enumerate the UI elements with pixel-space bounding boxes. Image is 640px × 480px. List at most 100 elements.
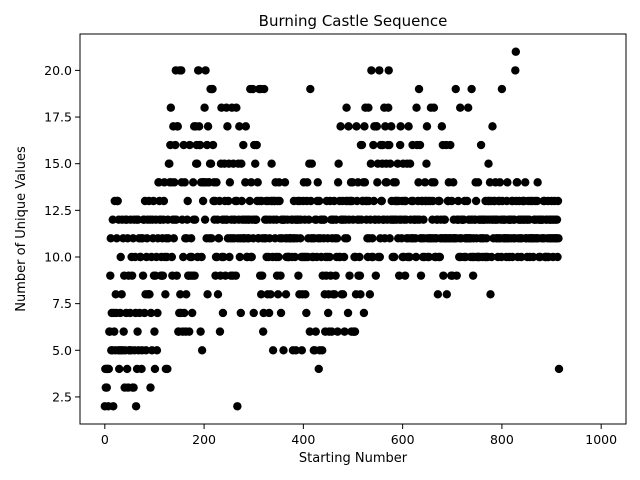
x-tick-label: 400 — [291, 432, 315, 447]
data-point — [359, 308, 369, 318]
data-point — [190, 215, 200, 224]
data-point — [146, 308, 156, 318]
data-point — [486, 290, 495, 299]
data-point — [373, 178, 382, 187]
data-point — [439, 271, 448, 280]
data-point — [382, 178, 391, 187]
y-tick-label: 17.5 — [44, 110, 72, 125]
data-point — [110, 327, 119, 336]
data-point — [532, 196, 542, 206]
data-point — [375, 252, 384, 262]
data-point — [235, 122, 244, 131]
data-point — [202, 140, 212, 150]
data-point — [311, 327, 320, 336]
data-point — [279, 346, 288, 355]
data-point — [473, 178, 483, 187]
data-point — [206, 159, 216, 168]
data-point — [336, 122, 345, 131]
data-point — [138, 271, 148, 280]
data-point — [171, 140, 180, 150]
x-tick-label: 1000 — [585, 432, 617, 447]
data-point — [553, 196, 563, 206]
data-point — [411, 252, 421, 262]
data-point — [332, 234, 342, 243]
data-point — [252, 140, 261, 150]
data-point — [446, 140, 455, 150]
data-point — [196, 327, 205, 336]
data-point — [330, 290, 339, 299]
data-point — [236, 308, 246, 318]
data-point — [102, 383, 112, 392]
data-point — [401, 196, 410, 206]
data-point — [405, 159, 415, 168]
data-point — [339, 252, 349, 262]
data-point — [320, 215, 329, 224]
data-point — [208, 140, 218, 150]
data-point — [115, 364, 124, 374]
x-tick-label: 800 — [490, 432, 514, 447]
data-point — [394, 271, 404, 280]
data-point — [387, 122, 396, 131]
data-point — [301, 290, 310, 299]
data-point — [187, 308, 197, 318]
data-point — [396, 122, 405, 131]
data-point — [303, 178, 312, 187]
data-point — [447, 196, 456, 206]
data-point — [187, 252, 196, 262]
data-point — [165, 159, 174, 168]
data-point — [179, 252, 188, 262]
data-point — [131, 402, 141, 411]
data-point — [355, 252, 364, 262]
data-point — [355, 271, 365, 280]
data-point — [404, 122, 413, 131]
y-tick-label: 10.0 — [44, 249, 72, 264]
data-point — [180, 308, 189, 318]
data-point — [231, 271, 241, 280]
data-point — [442, 290, 452, 299]
data-point — [365, 290, 375, 299]
data-point — [554, 364, 564, 374]
data-point — [440, 215, 450, 224]
data-point — [280, 178, 290, 187]
data-point — [405, 252, 414, 262]
data-point — [223, 122, 232, 131]
data-point — [215, 327, 225, 336]
data-point — [414, 84, 424, 94]
x-tick-label: 0 — [101, 432, 109, 447]
data-point — [424, 252, 434, 262]
data-point — [185, 140, 194, 150]
data-point — [224, 196, 233, 206]
data-point — [106, 234, 115, 243]
y-tick-label: 20.0 — [44, 63, 72, 78]
data-point — [384, 103, 393, 112]
data-point — [225, 178, 235, 187]
data-point — [323, 308, 333, 318]
data-point — [306, 196, 316, 206]
data-point — [325, 252, 334, 262]
data-point — [137, 364, 146, 374]
data-point — [340, 327, 349, 336]
data-point — [352, 122, 361, 131]
data-point — [194, 66, 203, 75]
data-point — [145, 290, 154, 299]
data-point — [416, 271, 426, 280]
data-point — [237, 196, 247, 206]
data-point — [166, 103, 176, 112]
data-point — [180, 178, 189, 187]
data-point — [182, 290, 191, 299]
data-point — [264, 308, 274, 318]
data-point — [276, 308, 286, 318]
data-point — [305, 327, 315, 336]
data-point — [291, 346, 301, 355]
data-point — [395, 140, 405, 150]
data-point — [433, 290, 443, 299]
data-point — [158, 271, 168, 280]
data-point — [241, 178, 250, 187]
data-point — [185, 327, 194, 336]
data-point — [313, 178, 322, 187]
data-point — [302, 308, 311, 318]
data-point — [179, 140, 188, 150]
data-point — [294, 271, 303, 280]
data-point — [273, 290, 283, 299]
data-point — [367, 66, 376, 75]
